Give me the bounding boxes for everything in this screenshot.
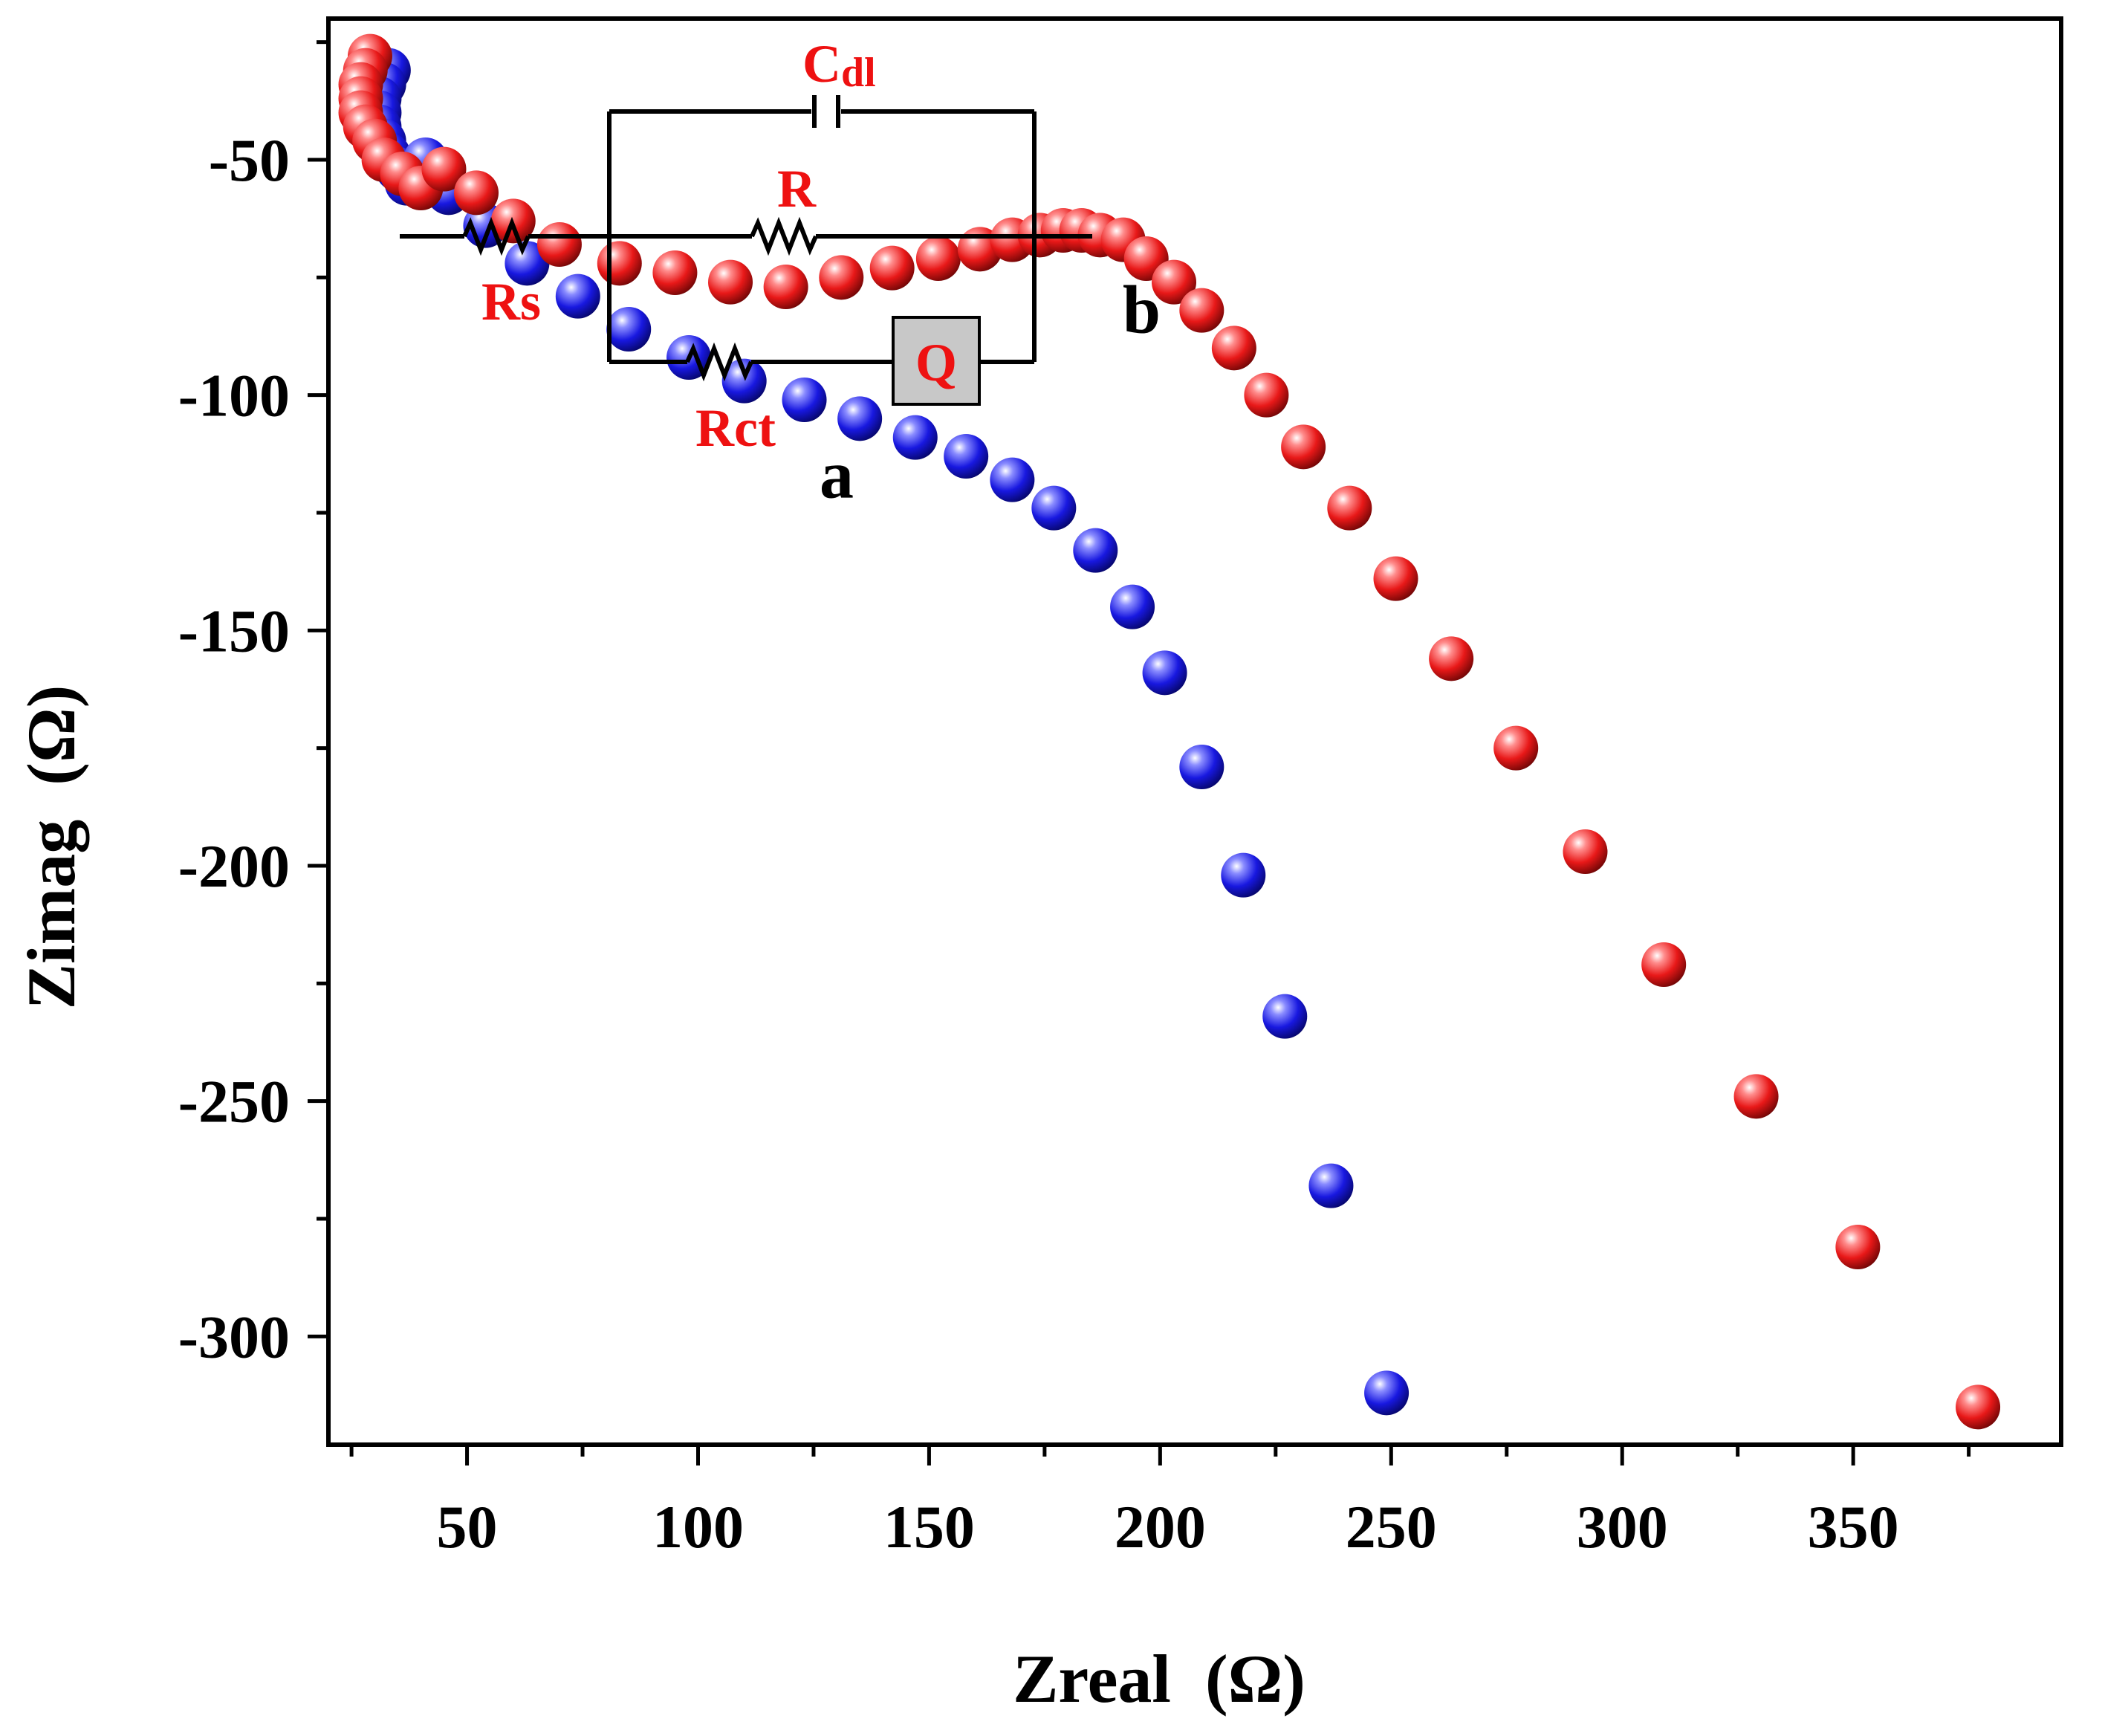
circuit-labels: Cdl R Rs Rct Q — [481, 34, 957, 458]
series-b-point — [1733, 1074, 1779, 1119]
series-a-point — [1262, 994, 1308, 1039]
q-cpe-box — [892, 316, 981, 406]
series-a-point — [1073, 528, 1118, 573]
y-axis-title: Zimag (Ω) — [13, 685, 89, 1010]
y-tick-labels: -50 -100 -150 -200 -250 -300 — [178, 126, 290, 1370]
x-tick-label: 100 — [652, 1493, 744, 1561]
series-a-point — [505, 241, 550, 286]
series-b-point — [1956, 1384, 2001, 1430]
series-b — [338, 33, 2001, 1430]
rct-label: Rct — [695, 398, 776, 458]
series-b-point — [763, 265, 808, 309]
series-b-point — [1835, 1225, 1881, 1269]
cdl-label-main: C — [802, 34, 841, 94]
series-a-point — [555, 273, 600, 319]
y-tick-label: -250 — [178, 1068, 290, 1136]
series-b-point — [819, 255, 864, 300]
y-tick-label: -300 — [178, 1303, 290, 1370]
series-a-point — [944, 434, 989, 479]
plot-frame — [326, 16, 2063, 1447]
series-b-point — [652, 250, 698, 295]
series-a-point — [782, 378, 827, 422]
series-a-point — [1179, 745, 1224, 789]
series-b-point — [1493, 725, 1539, 771]
x-tick-label: 250 — [1346, 1493, 1437, 1561]
series-b-point — [421, 146, 467, 192]
x-tick-label: 50 — [437, 1493, 498, 1561]
series-a-point — [892, 415, 938, 460]
x-axis-title: Zreal (Ω) — [1013, 1641, 1305, 1717]
series-a-point — [837, 396, 883, 441]
r-label: R — [777, 159, 817, 218]
series-b-point — [1429, 636, 1474, 681]
x-tick-label: 300 — [1577, 1493, 1668, 1561]
series-b-point — [536, 222, 582, 267]
series-a-point — [1364, 1370, 1410, 1416]
series-b-point — [453, 170, 499, 216]
x-tick-label: 150 — [883, 1493, 975, 1561]
r-resistor — [750, 216, 818, 256]
series-b-point — [597, 241, 642, 286]
y-tick-label: -150 — [178, 597, 290, 664]
y-tick-label: -100 — [178, 362, 290, 430]
y-tick-label: -200 — [178, 832, 290, 900]
y-tick-label: -50 — [209, 126, 290, 194]
series-b-point — [1244, 372, 1289, 418]
rct-resistor — [685, 342, 753, 382]
rs-resistor — [462, 216, 531, 256]
series-b-point — [1641, 942, 1687, 987]
series-a-point — [1142, 650, 1187, 696]
series-b-point — [869, 245, 915, 291]
series-b-point — [1152, 259, 1197, 305]
q-label: Q — [915, 333, 957, 392]
series-b-annotation: b — [1123, 272, 1161, 348]
series-a-point — [990, 457, 1035, 502]
series-a-point — [1110, 584, 1155, 629]
series-b-point — [1281, 424, 1326, 470]
series-a-point — [606, 307, 652, 352]
equivalent-circuit-inset — [400, 95, 1092, 406]
series-b-point — [1179, 288, 1224, 333]
series-a-point — [1031, 485, 1077, 531]
series-b-point — [915, 236, 961, 281]
series-a-point — [721, 358, 767, 404]
series-b-point — [1327, 485, 1372, 531]
x-tick-label: 350 — [1808, 1493, 1899, 1561]
series-a-point — [1221, 852, 1266, 898]
cdl-label: Cdl — [802, 34, 876, 96]
series-b-point — [1373, 556, 1418, 601]
cdl-label-sub: dl — [841, 50, 876, 96]
axis-ticks — [308, 40, 1971, 1465]
series-b-point — [708, 259, 753, 305]
x-tick-labels: 50 100 150 200 250 300 350 — [437, 1493, 1899, 1561]
series-a-annotation: a — [820, 436, 854, 512]
rs-label: Rs — [481, 272, 541, 331]
x-tick-label: 200 — [1115, 1493, 1206, 1561]
series-a-point — [1308, 1163, 1354, 1208]
series-b-point — [1211, 326, 1256, 371]
series-b-point — [1563, 829, 1608, 874]
